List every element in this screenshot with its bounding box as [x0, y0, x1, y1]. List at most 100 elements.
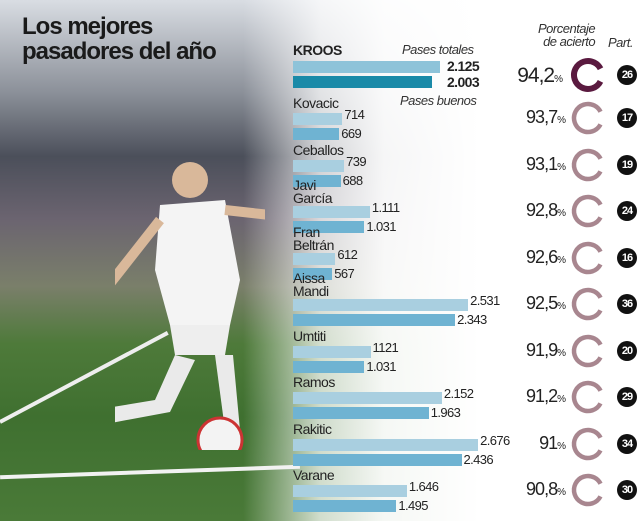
- pct-header-line: Porcentaje: [538, 21, 596, 36]
- accuracy-value: 92,8: [526, 200, 558, 220]
- bar-good: [293, 407, 429, 419]
- accuracy-pct: 92,8%: [495, 200, 566, 221]
- page-title: Los mejores pasadores del año: [22, 14, 217, 64]
- accuracy-value: 91: [539, 432, 558, 453]
- accuracy-ring: [571, 427, 605, 460]
- accuracy-pct: 93,7%: [495, 107, 566, 128]
- matches-badge: 20: [617, 340, 637, 361]
- bar-total: [293, 345, 371, 358]
- accuracy-pct: 91,2%: [495, 386, 566, 407]
- accuracy-value: 93,1: [526, 153, 558, 174]
- player-name-line: Beltrán: [293, 236, 334, 253]
- bar-total: [293, 438, 479, 451]
- accuracy-pct: 91,9%: [495, 339, 566, 361]
- accuracy-arc: [571, 427, 605, 460]
- accuracy-arc: [571, 473, 605, 507]
- accuracy-value: 93,7: [526, 107, 558, 127]
- pct-sign: %: [557, 301, 566, 312]
- accuracy-ring: [571, 58, 605, 92]
- bar-total: [293, 113, 343, 125]
- player-name: Umtiti: [293, 327, 326, 344]
- accuracy-arc: [571, 148, 605, 181]
- bar-good: [293, 76, 432, 88]
- accuracy-ring: [571, 101, 605, 135]
- accuracy-ring: [571, 287, 605, 321]
- accuracy-arc: [571, 194, 605, 228]
- bar-good: [293, 360, 365, 373]
- pct-sign: %: [557, 254, 566, 266]
- matches-badge: 26: [617, 65, 637, 85]
- pct-sign: %: [557, 161, 566, 173]
- bar-total: [293, 299, 469, 311]
- accuracy-arc: [571, 380, 605, 414]
- accuracy-value: 92,5: [526, 293, 558, 313]
- label-total: 714: [344, 107, 365, 122]
- bar-good: [293, 221, 365, 233]
- accuracy-ring: [571, 473, 605, 507]
- pct-header-line: de acierto: [543, 34, 596, 49]
- label-good: 1.031: [366, 219, 396, 234]
- bar-good: [293, 314, 456, 326]
- pct-sign: %: [557, 115, 566, 126]
- bar-total: [293, 61, 440, 73]
- label-total: 2.531: [470, 293, 500, 308]
- accuracy-ring: [571, 194, 605, 228]
- accuracy-arc: [571, 101, 605, 135]
- label-total: 1.111: [371, 200, 400, 215]
- pct-sign: %: [557, 487, 566, 498]
- accuracy-value: 91,9: [526, 339, 558, 360]
- label-good: 1.031: [366, 358, 396, 374]
- accuracy-pct: 90,8%: [495, 479, 566, 500]
- bar-total: [293, 159, 345, 172]
- accuracy-arc: [571, 58, 605, 92]
- bar-good: [293, 453, 462, 466]
- accuracy-pct: 92,5%: [495, 293, 566, 314]
- player-name: KROOS: [293, 42, 342, 58]
- accuracy-ring: [571, 241, 605, 274]
- accuracy-arc: [571, 287, 605, 321]
- accuracy-pct: 93,1%: [495, 153, 566, 175]
- pct-sign: %: [557, 394, 566, 405]
- accuracy-arc: [571, 334, 605, 367]
- label-good: 1.963: [430, 405, 461, 420]
- accuracy-value: 92,6: [526, 246, 558, 267]
- label-good: 2.003: [447, 74, 480, 90]
- label-good: 2.436: [463, 451, 494, 467]
- player-name: Kovacic: [293, 95, 339, 111]
- matches-badge: 16: [617, 247, 637, 268]
- player-name-line: Mandi: [293, 283, 329, 299]
- matches-badge: 36: [617, 294, 637, 314]
- accuracy-pct: 94,2%: [492, 64, 563, 88]
- matches-badge: 19: [617, 154, 637, 175]
- bar-good: [293, 267, 333, 280]
- pct-header: Porcentaje de acierto: [538, 21, 596, 49]
- accuracy-ring: [571, 380, 605, 414]
- pct-sign: %: [557, 208, 566, 219]
- pct-sign: %: [557, 440, 566, 452]
- player-name-line: Aissa: [293, 270, 325, 286]
- bar-total: [293, 485, 407, 497]
- player-name: Ramos: [293, 374, 335, 390]
- matches-badge: 29: [617, 387, 637, 407]
- accuracy-value: 91,2: [526, 386, 558, 406]
- bar-total: [293, 206, 370, 218]
- player-name: Ceballos: [293, 141, 344, 158]
- label-total: 2.152: [443, 386, 474, 401]
- label-good: 688: [342, 172, 363, 188]
- legend-total: Pases totales: [402, 42, 474, 57]
- label-good: 669: [341, 126, 362, 141]
- player-name-line: Javi: [293, 177, 316, 193]
- accuracy-pct: 92,6%: [495, 246, 566, 268]
- accuracy-ring: [571, 148, 605, 181]
- bar-good: [293, 128, 340, 140]
- pct-sign: %: [557, 347, 566, 359]
- accuracy-value: 94,2: [517, 64, 555, 87]
- player-name: Fran Beltrán: [293, 225, 334, 253]
- label-total: 1121: [372, 339, 399, 355]
- label-good: 2.343: [457, 312, 487, 327]
- accuracy-value: 90,8: [526, 479, 558, 499]
- bar-total: [293, 392, 442, 404]
- player-name: Aissa Mandi: [293, 270, 329, 299]
- player-name: Javi García: [293, 177, 333, 205]
- label-total: 2.125: [447, 58, 480, 74]
